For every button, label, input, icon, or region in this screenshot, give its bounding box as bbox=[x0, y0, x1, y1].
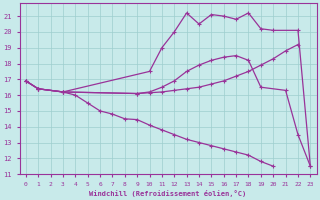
X-axis label: Windchill (Refroidissement éolien,°C): Windchill (Refroidissement éolien,°C) bbox=[90, 190, 247, 197]
